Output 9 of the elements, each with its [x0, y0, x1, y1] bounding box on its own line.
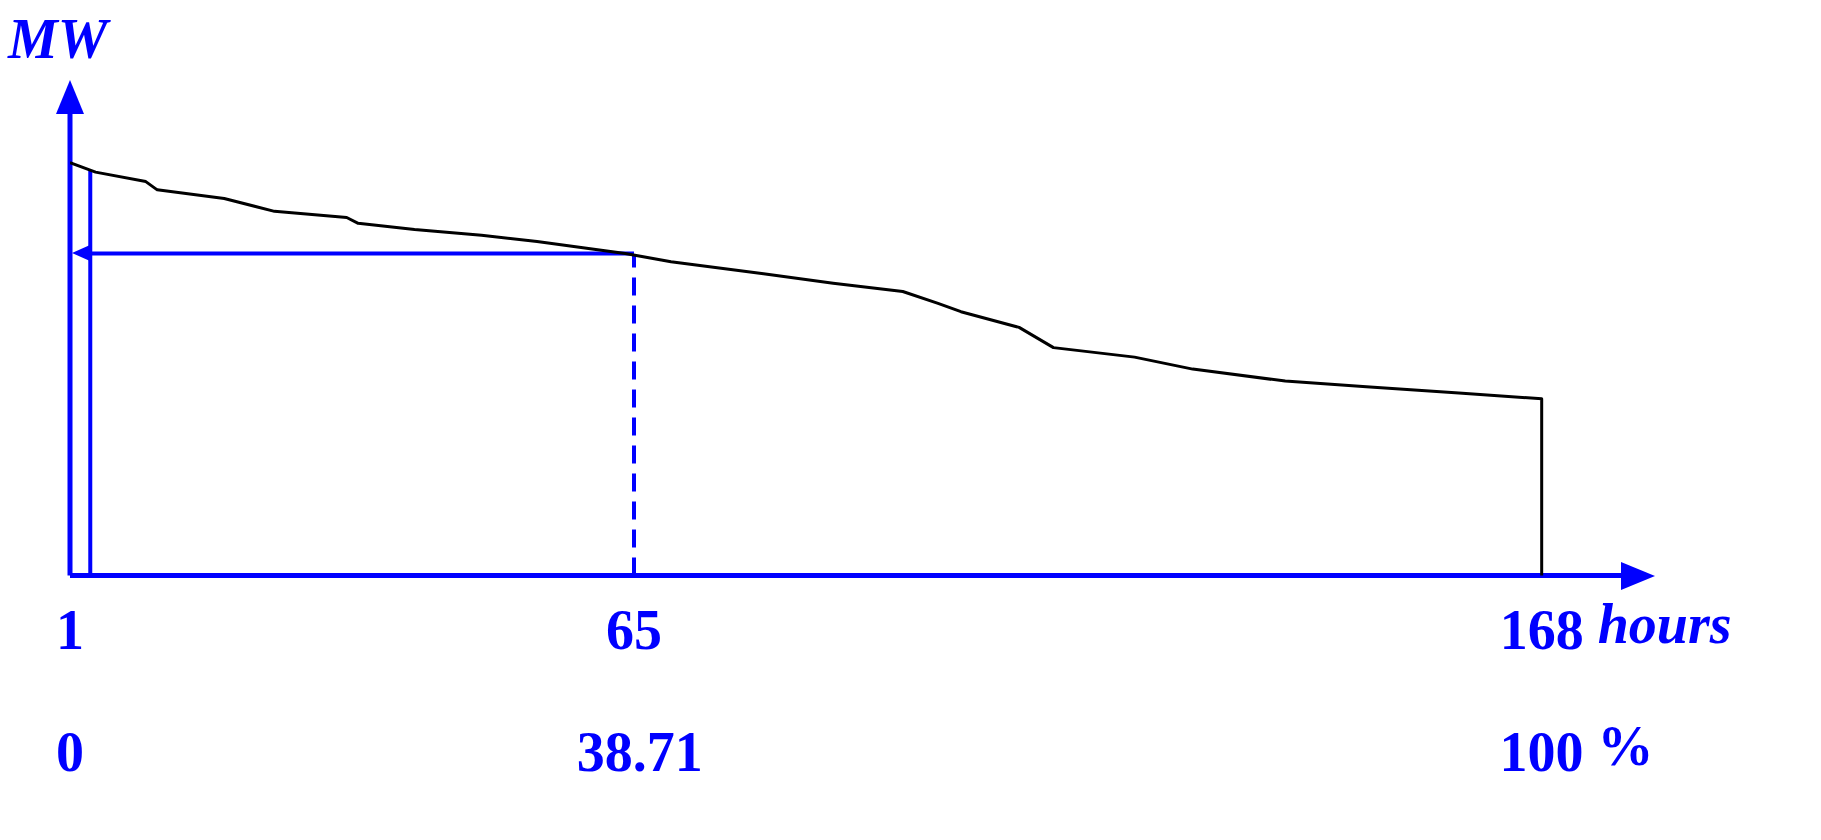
x2-tick-label: 38.71 [576, 720, 703, 783]
y-axis-title: MW [7, 8, 112, 70]
x2-axis-title: % [1597, 715, 1654, 778]
x-tick-label: 65 [606, 598, 662, 661]
x2-tick-label: 100 [1499, 720, 1584, 783]
x-tick-label: 1 [56, 598, 84, 661]
x-axis-title: hours [1597, 593, 1732, 656]
x2-tick-label: 0 [56, 720, 84, 783]
x-tick-label: 168 [1499, 598, 1584, 661]
